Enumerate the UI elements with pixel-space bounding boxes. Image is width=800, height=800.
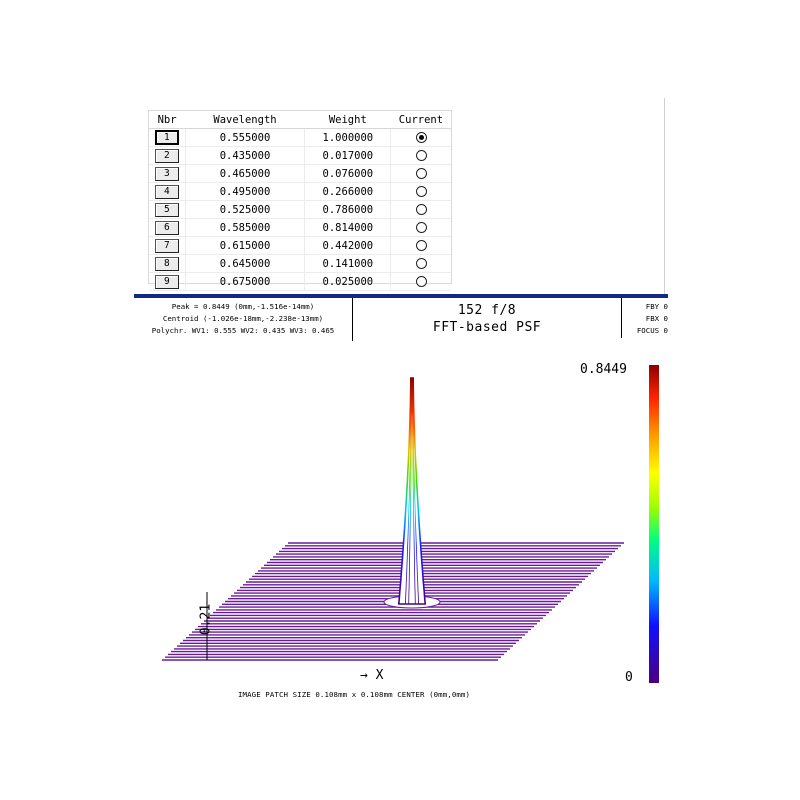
nbr-cell: 2 xyxy=(149,146,186,165)
current-radio[interactable] xyxy=(415,168,427,179)
weight-cell[interactable]: 0.025000 xyxy=(304,272,391,291)
fbx-text: FBX 0 xyxy=(645,314,668,323)
peak-info-box: Peak = 0.8449 (0mm,-1.516e-14mm) Centroi… xyxy=(134,298,353,341)
wavelength-cell[interactable]: 0.495000 xyxy=(184,182,305,201)
current-radio[interactable] xyxy=(415,132,427,143)
current-cell xyxy=(390,164,451,183)
current-radio[interactable] xyxy=(415,240,427,251)
plot-subtitle: FFT-based PSF xyxy=(432,320,542,335)
fby-text: FBY 0 xyxy=(645,302,668,311)
table-header-row: Nbr Wavelength Weight Current xyxy=(149,111,451,129)
focus-text: FOCUS 0 xyxy=(636,326,668,335)
weight-cell[interactable]: 0.017000 xyxy=(304,146,391,165)
wavelength-number-button[interactable]: 7 xyxy=(154,238,179,253)
centroid-text: Centroid (-1.026e-18mm,-2.238e-13mm) xyxy=(162,314,324,323)
weight-cell[interactable]: 0.266000 xyxy=(304,182,391,201)
psf-surface-plot xyxy=(162,377,624,661)
nbr-cell: 8 xyxy=(149,254,186,273)
table-row: 9 0.675000 0.025000 xyxy=(149,272,451,291)
wavelength-cell[interactable]: 0.675000 xyxy=(184,272,305,291)
nbr-cell: 5 xyxy=(149,200,186,219)
wavelength-cell[interactable]: 0.465000 xyxy=(184,164,305,183)
wavelength-number-button[interactable]: 4 xyxy=(154,184,179,199)
current-radio[interactable] xyxy=(415,222,427,233)
weight-cell[interactable]: 0.442000 xyxy=(304,236,391,255)
weight-cell[interactable]: 0.141000 xyxy=(304,254,391,273)
current-radio[interactable] xyxy=(415,276,427,287)
current-cell xyxy=(390,146,451,165)
table-row: 5 0.525000 0.786000 xyxy=(149,200,451,219)
table-row: 8 0.645000 0.141000 xyxy=(149,254,451,273)
plot-title-box: 152 f/8 FFT-based PSF xyxy=(353,298,622,338)
nbr-cell: 9 xyxy=(149,272,186,291)
col-header-current: Current xyxy=(390,111,451,129)
wavelength-number-button[interactable]: 2 xyxy=(154,148,179,163)
colorbar-min-label: 0 xyxy=(625,670,633,685)
table-row: 6 0.585000 0.814000 xyxy=(149,218,451,237)
col-header-wavelength: Wavelength xyxy=(185,111,305,129)
current-cell xyxy=(390,200,451,219)
colorbar xyxy=(649,365,659,683)
col-header-nbr: Nbr xyxy=(149,111,186,129)
colorbar-max-label: 0.8449 xyxy=(580,362,627,377)
nbr-cell: 4 xyxy=(149,182,186,201)
x-axis-label: → X xyxy=(360,668,384,683)
wavelength-number-button[interactable]: 9 xyxy=(154,274,179,289)
panel-divider xyxy=(664,98,665,298)
title-bar xyxy=(134,294,668,298)
col-header-weight: Weight xyxy=(304,111,391,129)
wavelength-cell[interactable]: 0.615000 xyxy=(184,236,305,255)
psf-peak xyxy=(397,377,427,605)
current-cell xyxy=(390,272,451,291)
plot-title: 152 f/8 xyxy=(457,303,517,318)
nbr-cell: 7 xyxy=(149,236,186,255)
nbr-cell: 6 xyxy=(149,218,186,237)
table-row: 4 0.495000 0.266000 xyxy=(149,182,451,201)
current-radio[interactable] xyxy=(415,204,427,215)
current-cell xyxy=(390,182,451,201)
wavelength-number-button[interactable]: 8 xyxy=(154,256,179,271)
polychromatic-text: Polychr. WV1: 0.555 WV2: 0.435 WV3: 0.46… xyxy=(151,326,335,335)
weight-cell[interactable]: 0.814000 xyxy=(304,218,391,237)
current-cell xyxy=(390,236,451,255)
psf-peak-contour xyxy=(408,377,416,605)
wavelength-cell[interactable]: 0.585000 xyxy=(184,218,305,237)
wavelength-number-button[interactable]: 3 xyxy=(154,166,179,181)
current-cell xyxy=(390,128,451,147)
weight-cell[interactable]: 0.076000 xyxy=(304,164,391,183)
table-row: 3 0.465000 0.076000 xyxy=(149,164,451,183)
image-patch-footer: IMAGE PATCH SIZE 0.108mm x 0.108mm CENTE… xyxy=(238,690,471,699)
current-cell xyxy=(390,254,451,273)
wavelength-number-button[interactable]: 5 xyxy=(154,202,179,217)
current-cell xyxy=(390,218,451,237)
current-radio[interactable] xyxy=(415,186,427,197)
nbr-cell: 3 xyxy=(149,164,186,183)
current-radio[interactable] xyxy=(415,150,427,161)
table-row: 2 0.435000 0.017000 xyxy=(149,146,451,165)
table-row: 7 0.615000 0.442000 xyxy=(149,236,451,255)
wavelength-cell[interactable]: 0.435000 xyxy=(184,146,305,165)
plot-header: Peak = 0.8449 (0mm,-1.516e-14mm) Centroi… xyxy=(134,298,668,341)
wavelength-rows: 1 0.555000 1.000000 2 0.435000 0.017000 3 0.465… xyxy=(149,128,451,291)
z-scale-label: 0.21 xyxy=(198,603,214,636)
weight-cell[interactable]: 0.786000 xyxy=(304,200,391,219)
wavelength-cell[interactable]: 0.555000 xyxy=(184,128,305,147)
wavelength-number-button[interactable]: 6 xyxy=(154,220,179,235)
field-info-box: FBY 0 FBX 0 FOCUS 0 xyxy=(622,298,668,341)
wavelength-panel: Nbr Wavelength Weight Current 1 0.555000 1… xyxy=(148,110,452,291)
wavelength-cell[interactable]: 0.645000 xyxy=(184,254,305,273)
table-row: 1 0.555000 1.000000 xyxy=(149,128,451,147)
current-radio[interactable] xyxy=(415,258,427,269)
peak-text: Peak = 0.8449 (0mm,-1.516e-14mm) xyxy=(171,302,315,311)
wavelength-cell[interactable]: 0.525000 xyxy=(184,200,305,219)
nbr-cell: 1 xyxy=(149,128,186,147)
wavelength-table: Nbr Wavelength Weight Current 1 0.555000 1… xyxy=(149,111,451,291)
weight-cell[interactable]: 1.000000 xyxy=(304,128,391,147)
wavelength-number-button[interactable]: 1 xyxy=(154,130,179,145)
